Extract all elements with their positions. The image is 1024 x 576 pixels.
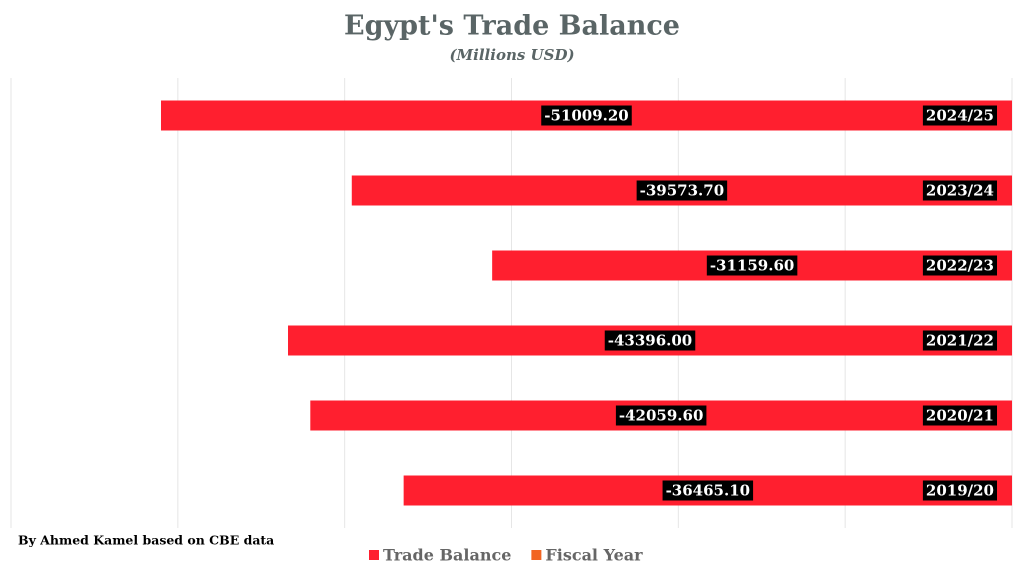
category-label-background: [922, 180, 997, 201]
value-label: -42059.60: [619, 407, 704, 425]
legend-label: Trade Balance: [383, 546, 511, 565]
value-label-group: -31159.60: [706, 255, 798, 276]
value-label-background: [636, 180, 728, 201]
category-label-background: [922, 480, 997, 501]
value-label-group: -42059.60: [615, 405, 707, 426]
legend-swatch: [369, 550, 379, 560]
category-label-group: 2019/20: [922, 480, 997, 501]
category-label-background: [922, 405, 997, 426]
value-label: -39573.70: [640, 182, 725, 200]
category-label: 2022/23: [926, 257, 994, 275]
category-label-group: 2023/24: [922, 180, 997, 201]
category-label: 2021/22: [926, 332, 994, 350]
value-label-background: [662, 480, 754, 501]
category-label-background: [922, 255, 997, 276]
legend-swatch: [531, 550, 542, 560]
category-label: 2020/21: [926, 407, 994, 425]
category-label: 2024/25: [926, 107, 994, 125]
value-label: -36465.10: [666, 482, 751, 500]
value-label-group: -43396.00: [604, 330, 696, 351]
value-label-background: [706, 255, 798, 276]
value-label-group: -51009.20: [541, 105, 632, 126]
value-label-group: -39573.70: [636, 180, 728, 201]
chart-subtitle: (Millions USD): [449, 46, 574, 64]
value-label-background: [604, 330, 696, 351]
legend-label: Fiscal Year: [545, 546, 643, 565]
value-label-background: [615, 405, 707, 426]
value-label-group: -36465.10: [662, 480, 754, 501]
value-label-background: [541, 105, 632, 126]
chart-title: Egypt's Trade Balance: [344, 11, 680, 42]
category-label-group: 2020/21: [922, 405, 997, 426]
source-note: By Ahmed Kamel based on CBE data: [18, 533, 274, 548]
category-label-group: 2021/22: [922, 330, 997, 351]
value-label: -31159.60: [710, 257, 795, 275]
category-label-group: 2024/25: [922, 105, 997, 126]
category-label: 2023/24: [926, 182, 994, 200]
value-label: -43396.00: [608, 332, 693, 350]
category-label: 2019/20: [926, 482, 994, 500]
category-label-background: [922, 330, 997, 351]
value-label: -51009.20: [544, 107, 629, 125]
category-label-group: 2022/23: [922, 255, 997, 276]
category-label-background: [922, 105, 997, 126]
